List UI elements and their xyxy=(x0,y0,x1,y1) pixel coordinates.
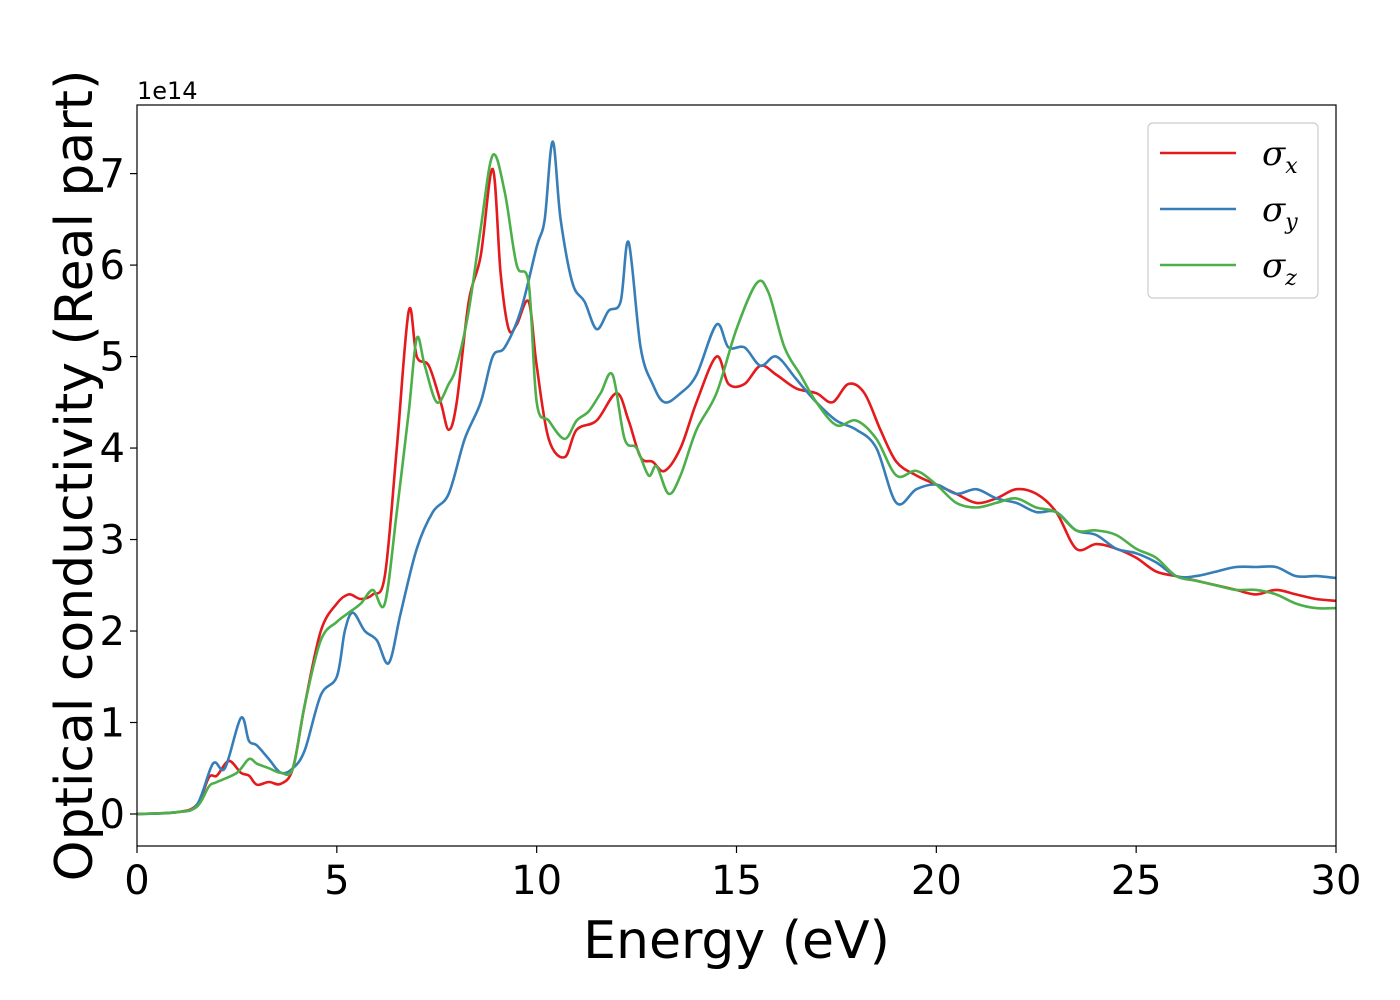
legend-box xyxy=(1147,122,1319,299)
x-tick-label: 5 xyxy=(324,858,349,904)
y-tick-label: 5 xyxy=(100,335,125,381)
y-tick-label: 0 xyxy=(100,792,125,838)
x-tick-label: 10 xyxy=(511,858,562,904)
series-line-z xyxy=(136,153,1337,816)
series-layer xyxy=(136,140,1337,816)
tick-layer: 0 5 10 15 20 25 30 0 1 2 3 4 5 6 7 xyxy=(100,152,1362,904)
x-tick-label: 15 xyxy=(711,858,762,904)
x-axis-title: Energy (eV) xyxy=(583,911,890,971)
x-tick-label: 0 xyxy=(124,858,149,904)
x-tick-label: 30 xyxy=(1311,858,1362,904)
y-tick-label: 6 xyxy=(100,243,125,289)
legend-label-z: σz xyxy=(1262,246,1297,291)
y-tick-label: 3 xyxy=(100,518,125,564)
plot-frame xyxy=(136,104,1337,847)
y-tick-label: 4 xyxy=(100,426,125,472)
y-tick-label: 7 xyxy=(100,152,125,198)
y-offset-label: 1e14 xyxy=(137,77,198,105)
y-tick-label: 2 xyxy=(100,609,125,655)
x-tick-label: 25 xyxy=(1111,858,1162,904)
legend: σx σy σz xyxy=(1147,122,1319,299)
x-tick-label: 20 xyxy=(911,858,962,904)
legend-label-y: σy xyxy=(1262,190,1298,235)
y-tick-label: 1 xyxy=(100,701,125,747)
legend-label-x: σx xyxy=(1262,134,1298,179)
y-axis-title: Optical conductivity (Real part) xyxy=(45,70,105,882)
